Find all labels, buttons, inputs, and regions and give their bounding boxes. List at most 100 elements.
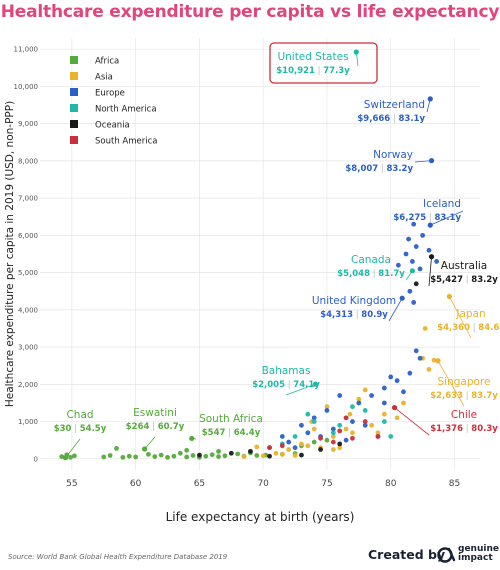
- data-point: [318, 447, 323, 452]
- country-value-label: $1,376 | 80.3y: [430, 424, 498, 434]
- value-separator: |: [285, 380, 293, 390]
- y-tick-label: 10,000: [14, 83, 39, 91]
- brand-name-line2: impact: [458, 553, 493, 563]
- country-value-label: $547 | 64.4y: [202, 428, 261, 438]
- legend-label: Oceania: [95, 121, 130, 131]
- data-point: [299, 452, 304, 458]
- data-point: [420, 232, 426, 238]
- data-point: [401, 400, 406, 406]
- data-point: [369, 422, 374, 428]
- value-separator: |: [390, 114, 398, 124]
- leader-line: [428, 256, 432, 287]
- leader-line: [394, 407, 430, 436]
- leader-line: [144, 436, 156, 450]
- y-tick-label: 9,000: [18, 120, 38, 128]
- data-point: [350, 404, 355, 410]
- data-point: [343, 437, 349, 443]
- legend-label: Asia: [95, 73, 113, 83]
- country-value-label: $5,048 | 81.7y: [337, 269, 405, 279]
- data-point: [216, 448, 221, 454]
- expenditure-value: $264: [126, 422, 150, 432]
- created-by-label: Created by: [368, 547, 446, 562]
- data-point: [362, 408, 368, 413]
- data-point: [337, 393, 343, 398]
- life-expectancy-value: 80.9y: [361, 310, 388, 320]
- data-point: [422, 326, 428, 331]
- data-point: [177, 450, 183, 456]
- data-point: [330, 447, 336, 452]
- life-expectancy-value: 77.3y: [323, 66, 350, 76]
- data-point: [133, 454, 139, 460]
- highlighted-point: [427, 222, 433, 228]
- y-axis-label: Healthcare expenditure per capita in 201…: [4, 101, 16, 407]
- data-point: [273, 450, 279, 456]
- data-point: [388, 374, 394, 380]
- value-separator: |: [71, 424, 79, 434]
- y-tick-label: 11,000: [14, 46, 39, 54]
- life-expectancy-value: 80.3y: [471, 424, 498, 434]
- expenditure-value: $5,048: [337, 269, 370, 279]
- data-point: [411, 300, 417, 305]
- leader-line: [437, 360, 465, 407]
- country-value-label: $9,666 | 83.1y: [357, 114, 425, 124]
- life-expectancy-value: 83.2y: [386, 164, 413, 174]
- life-expectancy-value: 81.7y: [378, 269, 405, 279]
- country-value-label: $2,005 | 74.1y: [252, 380, 320, 390]
- data-point: [203, 453, 209, 459]
- data-point: [350, 419, 355, 424]
- data-point: [324, 404, 330, 410]
- country-label: Chile: [451, 409, 477, 421]
- data-point: [146, 451, 151, 457]
- data-point: [356, 400, 362, 406]
- expenditure-value: $4,313: [320, 310, 353, 320]
- data-point: [260, 453, 266, 459]
- genuine-impact-logo-icon: [437, 547, 456, 563]
- legend-label: North America: [95, 105, 157, 115]
- y-tick-label: 6,000: [18, 232, 38, 240]
- value-separator: |: [470, 323, 478, 333]
- country-value-label: $10,921 | 77.3y: [276, 66, 350, 76]
- expenditure-value: $2,633: [430, 391, 463, 401]
- data-point: [381, 385, 387, 391]
- data-point: [228, 450, 234, 456]
- legend-swatch: [70, 72, 78, 80]
- data-point: [305, 411, 311, 417]
- country-label: Iceland: [423, 198, 461, 210]
- data-point: [350, 430, 355, 436]
- legend-label: Europe: [95, 89, 125, 99]
- highlighted-point: [399, 295, 405, 301]
- data-point: [318, 435, 323, 441]
- country-value-label: $2,633 | 83.7y: [430, 391, 498, 401]
- source-note: Source: World Bank Global Health Expendi…: [8, 553, 228, 561]
- y-tick-label: 0: [34, 455, 38, 463]
- country-value-label: $4,360 | 84.6y: [437, 323, 500, 333]
- data-point: [394, 415, 400, 421]
- legend-label: South America: [95, 137, 157, 147]
- data-point: [330, 426, 336, 432]
- data-point: [381, 419, 387, 424]
- life-expectancy-value: 74.1y: [293, 380, 320, 390]
- data-point: [184, 454, 190, 460]
- life-expectancy-value: 84.6y: [478, 323, 500, 333]
- value-separator: |: [463, 424, 471, 434]
- legend-swatch: [70, 88, 78, 96]
- data-point: [406, 236, 411, 242]
- expenditure-value: $9,666: [357, 114, 390, 124]
- x-tick-label: 85: [449, 479, 460, 489]
- value-separator: |: [378, 164, 386, 174]
- data-point: [375, 434, 381, 439]
- highlighted-point: [189, 435, 195, 442]
- value-separator: |: [225, 428, 233, 438]
- data-point: [330, 434, 336, 439]
- country-label: Bahamas: [262, 365, 311, 377]
- legend-label: Africa: [95, 57, 119, 67]
- highlighted-point: [427, 96, 433, 102]
- life-expectancy-value: 54.5y: [80, 424, 107, 434]
- highlighted-point: [312, 381, 319, 387]
- axes: 0 1,000 2,000 3,000 4,000 5,000 6,000 7,000 8,00…: [4, 46, 460, 524]
- data-point: [343, 426, 349, 432]
- data-point: [381, 400, 387, 406]
- data-point: [299, 441, 304, 447]
- data-point: [362, 422, 368, 428]
- value-separator: |: [463, 275, 471, 285]
